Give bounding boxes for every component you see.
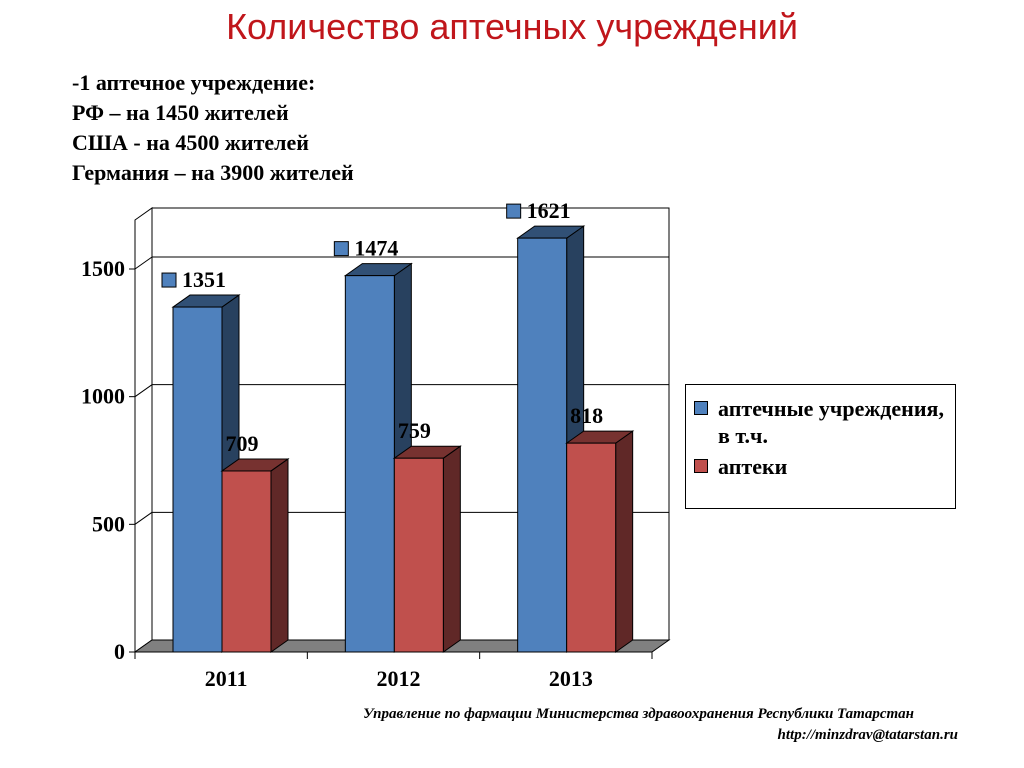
data-label: 1621 xyxy=(527,198,571,223)
data-label: 709 xyxy=(226,431,259,456)
x-tick-label: 2013 xyxy=(549,666,593,691)
bar-pharmacies xyxy=(566,442,617,653)
data-label-key xyxy=(161,272,177,288)
bar-pharmacies xyxy=(221,470,272,653)
y-tick-label: 500 xyxy=(92,511,125,536)
footer-organization: Управление по фармации Министерства здра… xyxy=(363,706,914,722)
intro-line: США - на 4500 жителей xyxy=(72,130,309,155)
intro-text: -1 аптечное учреждение: РФ – на 1450 жит… xyxy=(72,68,354,188)
data-label-key xyxy=(333,241,349,257)
page-title: Количество аптечных учреждений xyxy=(226,6,798,47)
data-label: 1474 xyxy=(354,236,398,261)
data-label: 818 xyxy=(570,403,603,428)
bar-institutions xyxy=(517,237,568,653)
x-tick-label: 2012 xyxy=(377,666,421,691)
legend-label: аптеки xyxy=(718,454,788,479)
data-label-key xyxy=(506,203,522,219)
bar-side xyxy=(615,430,634,653)
plot-side-wall xyxy=(134,207,153,653)
legend-swatch xyxy=(694,459,708,473)
intro-line: Германия – на 3900 жителей xyxy=(72,160,354,185)
footer-url: http://minzdrav@tatarstan.ru xyxy=(777,727,958,743)
bar-institutions xyxy=(172,306,223,653)
bar-side xyxy=(442,445,461,653)
y-tick-label: 1500 xyxy=(81,256,125,281)
y-tick-label: 1000 xyxy=(81,384,125,409)
x-tick-label: 2011 xyxy=(205,666,248,691)
bar-side xyxy=(270,458,289,653)
legend-swatch xyxy=(694,401,708,415)
gridline-side xyxy=(134,256,153,270)
bar-pharmacies xyxy=(393,457,444,653)
gridline-side xyxy=(134,511,153,525)
data-label: 1351 xyxy=(182,267,226,292)
y-tick-label: 0 xyxy=(114,639,125,664)
intro-line: РФ – на 1450 жителей xyxy=(72,100,289,125)
legend-label: аптечные учреждения, в т.ч. xyxy=(718,396,944,448)
bar-institutions xyxy=(344,275,395,653)
gridline-side xyxy=(134,384,153,398)
data-label: 759 xyxy=(398,418,431,443)
chart-legend: аптечные учреждения, в т.ч. аптеки xyxy=(685,384,956,509)
intro-line: -1 аптечное учреждение: xyxy=(72,70,316,95)
